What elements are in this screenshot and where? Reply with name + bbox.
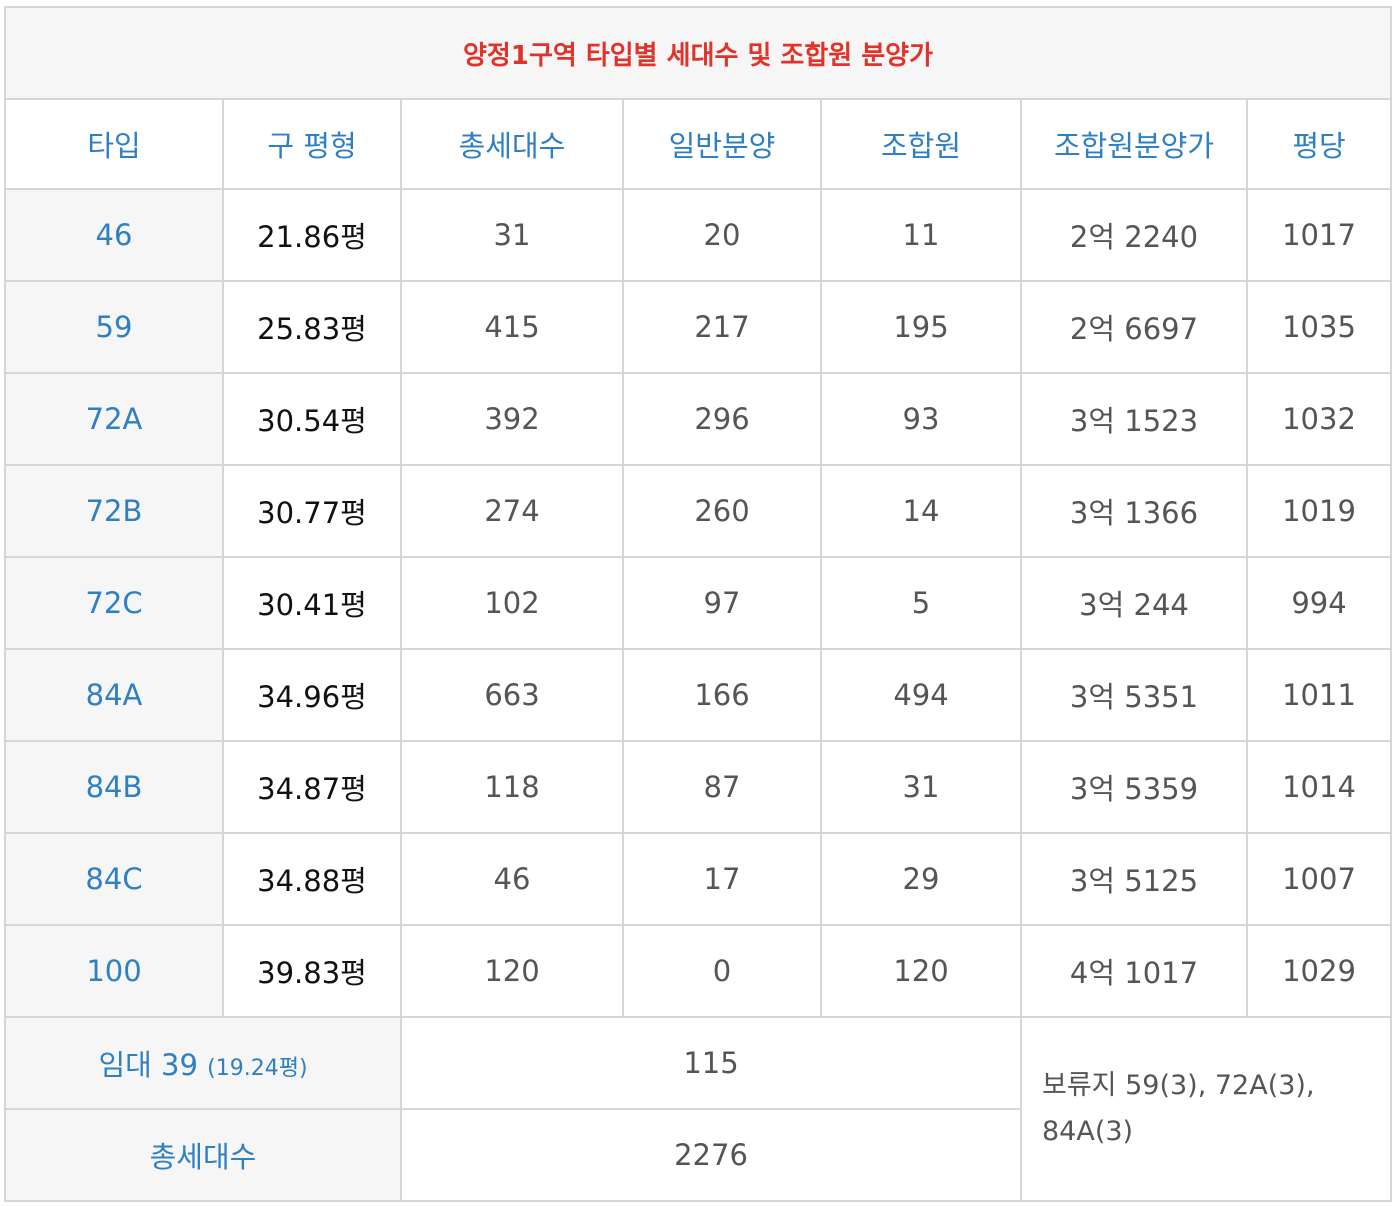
- cell-members: 195: [820, 280, 1022, 374]
- rental-row: 임대 39 (19.24평) 115 보류지 59(3), 72A(3), 84A(…: [4, 1016, 1393, 1202]
- cell-total-units: 118: [400, 740, 624, 834]
- cell-general-sale: 296: [622, 372, 822, 466]
- table-row: 46 21.86평 31 20 11 2억 2240 1017: [4, 188, 1393, 282]
- cell-total-units: 46: [400, 832, 624, 926]
- cell-type: 72A: [4, 372, 224, 466]
- cell-area: 30.54평: [222, 372, 402, 466]
- cell-member-price: 3억 5351: [1020, 648, 1248, 742]
- cell-member-price: 2억 2240: [1020, 188, 1248, 282]
- total-label: 총세대수: [4, 1108, 402, 1202]
- cell-area: 30.41평: [222, 556, 402, 650]
- cell-general-sale: 20: [622, 188, 822, 282]
- cell-general-sale: 217: [622, 280, 822, 374]
- cell-per-pyeong: 1032: [1245, 372, 1393, 466]
- cell-members: 120: [820, 924, 1022, 1018]
- cell-total-units: 102: [400, 556, 624, 650]
- cell-members: 14: [820, 464, 1022, 558]
- cell-member-price: 3억 244: [1020, 556, 1248, 650]
- table-title: 양정1구역 타입별 세대수 및 조합원 분양가: [3, 6, 1393, 100]
- cell-area: 34.96평: [222, 648, 402, 742]
- cell-member-price: 3억 1523: [1020, 372, 1248, 466]
- header-per-pyeong: 평당: [1245, 98, 1393, 190]
- table-row: 72C 30.41평 102 97 5 3억 244 994: [4, 556, 1393, 650]
- cell-type: 72B: [4, 464, 224, 558]
- cell-area: 30.77평: [222, 464, 402, 558]
- cell-total-units: 415: [400, 280, 624, 374]
- table-row: 72A 30.54평 392 296 93 3억 1523 1032: [4, 372, 1393, 466]
- cell-members: 31: [820, 740, 1022, 834]
- header-member-price: 조합원분양가: [1020, 98, 1248, 190]
- cell-member-price: 4억 1017: [1020, 924, 1248, 1018]
- price-table: 양정1구역 타입별 세대수 및 조합원 분양가 타입 구 평형 총세대수 일반분양 조합…: [3, 6, 1393, 1202]
- cell-total-units: 663: [400, 648, 624, 742]
- cell-area: 34.88평: [222, 832, 402, 926]
- cell-area: 39.83평: [222, 924, 402, 1018]
- cell-type: 84A: [4, 648, 224, 742]
- cell-per-pyeong: 1019: [1245, 464, 1393, 558]
- cell-area: 25.83평: [222, 280, 402, 374]
- rental-sub: (19.24평): [207, 1056, 308, 1081]
- header-type: 타입: [4, 98, 224, 190]
- cell-members: 93: [820, 372, 1022, 466]
- cell-type: 84C: [4, 832, 224, 926]
- cell-member-price: 3억 5125: [1020, 832, 1248, 926]
- table-row: 84C 34.88평 46 17 29 3억 5125 1007: [4, 832, 1393, 926]
- header-row: 타입 구 평형 총세대수 일반분양 조합원 조합원분양가 평당: [4, 98, 1393, 190]
- header-total-units: 총세대수: [400, 98, 624, 190]
- cell-per-pyeong: 1011: [1245, 648, 1393, 742]
- cell-members: 494: [820, 648, 1022, 742]
- table-row: 100 39.83평 120 0 120 4억 1017 1029: [4, 924, 1393, 1018]
- cell-per-pyeong: 1007: [1245, 832, 1393, 926]
- total-row: 총세대수 2276: [4, 1108, 1391, 1202]
- table-row: 84B 34.87평 118 87 31 3억 5359 1014: [4, 740, 1393, 834]
- rental-value: 115: [400, 1016, 1022, 1110]
- total-value: 2276: [400, 1108, 1022, 1202]
- cell-members: 11: [820, 188, 1022, 282]
- cell-general-sale: 97: [622, 556, 822, 650]
- cell-type: 59: [4, 280, 224, 374]
- cell-member-price: 2억 6697: [1020, 280, 1248, 374]
- cell-per-pyeong: 1014: [1245, 740, 1393, 834]
- cell-per-pyeong: 1029: [1245, 924, 1393, 1018]
- cell-member-price: 3억 5359: [1020, 740, 1248, 834]
- cell-total-units: 274: [400, 464, 624, 558]
- cell-members: 29: [820, 832, 1022, 926]
- header-general-sale: 일반분양: [622, 98, 822, 190]
- cell-area: 34.87평: [222, 740, 402, 834]
- cell-total-units: 120: [400, 924, 624, 1018]
- rental-label-cell: 임대 39 (19.24평): [4, 1016, 402, 1110]
- cell-type: 84B: [4, 740, 224, 834]
- rental-label: 임대 39: [98, 1048, 198, 1082]
- cell-member-price: 3억 1366: [1020, 464, 1248, 558]
- cell-general-sale: 0: [622, 924, 822, 1018]
- reserve-note: 보류지 59(3), 72A(3), 84A(3): [1019, 1016, 1393, 1202]
- cell-type: 46: [4, 188, 224, 282]
- cell-general-sale: 166: [622, 648, 822, 742]
- header-area: 구 평형: [222, 98, 402, 190]
- cell-total-units: 392: [400, 372, 624, 466]
- cell-general-sale: 260: [622, 464, 822, 558]
- cell-general-sale: 87: [622, 740, 822, 834]
- cell-area: 21.86평: [222, 188, 402, 282]
- table-row: 84A 34.96평 663 166 494 3억 5351 1011: [4, 648, 1393, 742]
- header-members: 조합원: [820, 98, 1022, 190]
- cell-general-sale: 17: [622, 832, 822, 926]
- cell-per-pyeong: 1035: [1245, 280, 1393, 374]
- cell-per-pyeong: 1017: [1245, 188, 1393, 282]
- table-row: 72B 30.77평 274 260 14 3억 1366 1019: [4, 464, 1393, 558]
- cell-total-units: 31: [400, 188, 624, 282]
- cell-type: 100: [4, 924, 224, 1018]
- cell-members: 5: [820, 556, 1022, 650]
- table-row: 59 25.83평 415 217 195 2억 6697 1035: [4, 280, 1393, 374]
- cell-per-pyeong: 994: [1245, 556, 1393, 650]
- cell-type: 72C: [4, 556, 224, 650]
